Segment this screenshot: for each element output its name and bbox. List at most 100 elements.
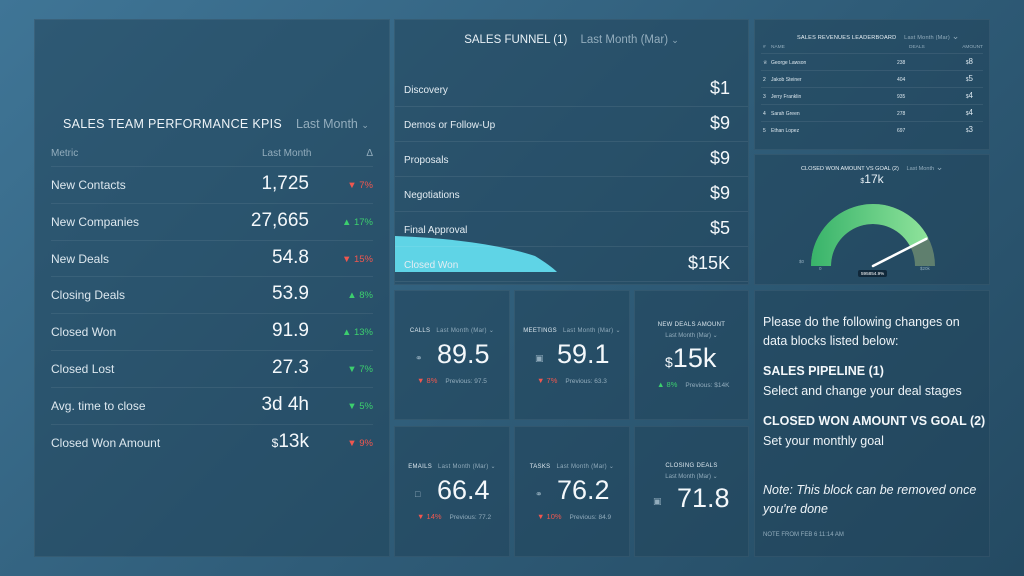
up-arrow-icon: ▲: [341, 327, 352, 339]
leaderboard-row: 2 Jakob Steiner 404 $5: [761, 70, 983, 87]
note-footer: NOTE FROM FEB 6 11:14 AM: [763, 532, 844, 538]
leaderboard-period-dropdown[interactable]: Last Month (Mar) ⌄: [904, 31, 959, 41]
funnel-title: SALES FUNNEL (1): [464, 34, 568, 46]
down-arrow-icon: ▼: [347, 180, 357, 191]
leaderboard-deals: 238: [897, 60, 906, 66]
down-arrow-icon: ▼: [417, 512, 425, 521]
note-item2-text: Set your monthly goal: [763, 434, 884, 448]
kpi-value-text: 13k: [278, 430, 309, 452]
funnel-stage[interactable]: Discovery $1: [395, 72, 748, 107]
note-item1-title: SALES PIPELINE (1): [763, 364, 884, 378]
currency-symbol: $: [965, 77, 969, 83]
sales-funnel-panel: SALES FUNNEL (1) Last Month (Mar) ⌄ Disc…: [394, 19, 749, 285]
leaderboard-deals: 935: [897, 94, 906, 100]
kpi-value-prefix: $: [271, 435, 279, 450]
kpi-value: 54.8: [272, 247, 309, 269]
leaderboard-amount-text: 4: [968, 91, 973, 100]
funnel-stage[interactable]: Final Approval $5: [395, 212, 748, 247]
leaderboard-row: 3 Jerry Franklin 935 $4: [761, 87, 983, 104]
funnel-period-dropdown[interactable]: Last Month (Mar) ⌄: [581, 34, 679, 46]
funnel-stage[interactable]: Demos or Follow-Up $9: [395, 107, 748, 142]
currency-symbol: $: [965, 94, 969, 100]
kpi-period-dropdown[interactable]: Last Month ⌄: [296, 117, 369, 131]
note-item1-text: Select and change your deal stages: [763, 384, 962, 398]
closing-deals-title: CLOSING DEALS: [665, 463, 718, 469]
new-deals-period-label: Last Month (Mar): [665, 333, 711, 339]
calls-previous: Previous: 97.5: [445, 378, 487, 385]
leaderboard-amount-text: 4: [968, 108, 973, 117]
funnel-stage[interactable]: Negotiations $9: [395, 177, 748, 212]
calls-title: CALLS: [409, 328, 431, 334]
meetings-period-dropdown[interactable]: Last Month (Mar) ⌄: [563, 328, 621, 334]
new-deals-period-dropdown[interactable]: Last Month (Mar) ⌄: [635, 332, 748, 339]
leaderboard-header-rank: #: [763, 45, 766, 50]
kpi-delta-text: 8%: [359, 290, 373, 302]
kpi-value: 27.3: [272, 357, 309, 379]
chevron-down-icon: ⌄: [608, 464, 615, 470]
crown-icon: ♕: [763, 60, 768, 66]
kpi-delta: ▲ 8%: [347, 290, 373, 301]
gauge-max-label: $20k: [920, 266, 930, 271]
calls-delta: 8%: [426, 376, 438, 385]
kpi-delta: ▼ 7%: [347, 364, 373, 375]
funnel-period-label: Last Month (Mar): [580, 34, 669, 46]
tasks-delta: 10%: [546, 512, 562, 521]
calls-period-dropdown[interactable]: Last Month (Mar) ⌄: [436, 328, 494, 334]
emails-period-label: Last Month (Mar): [438, 464, 489, 470]
new-deals-delta: 8%: [666, 380, 678, 389]
kpi-row: Avg. time to close 3d 4h ▼ 5%: [51, 386, 373, 424]
kpi-metric: Closing Deals: [51, 288, 126, 303]
closing-deals-period-dropdown[interactable]: Last Month (Mar) ⌄: [635, 473, 748, 480]
tasks-period-dropdown[interactable]: Last Month (Mar) ⌄: [556, 464, 614, 470]
down-arrow-icon: ▼: [341, 253, 352, 265]
up-arrow-icon: ▲: [341, 216, 352, 228]
gauge-fill: [811, 204, 929, 266]
chevron-down-icon: ⌄: [935, 162, 944, 172]
funnel-title-row: SALES FUNNEL (1) Last Month (Mar) ⌄: [395, 34, 748, 46]
kpi-delta: ▼ 7%: [347, 180, 373, 191]
chevron-down-icon: ⌄: [712, 474, 718, 480]
funnel-stage-name: Closed Won: [404, 260, 459, 271]
funnel-stage[interactable]: Closed Won $15K: [395, 247, 748, 282]
meetings-period-label: Last Month (Mar): [562, 328, 614, 334]
emails-period-dropdown[interactable]: Last Month (Mar) ⌄: [438, 464, 496, 470]
down-arrow-icon: ▼: [347, 363, 357, 375]
kpi-delta: ▼ 15%: [342, 254, 373, 265]
gauge-zero-label: 0: [819, 266, 822, 271]
kpi-value-text: 91.9: [272, 320, 309, 342]
leaderboard-amount-text: 8: [968, 57, 973, 66]
kpi-metric: Closed Won: [51, 325, 117, 340]
leaderboard-rank: 5: [763, 128, 766, 134]
gauge-period-dropdown[interactable]: Last Month ⌄: [906, 162, 943, 172]
leaderboard-name: Sarah Green: [771, 111, 800, 117]
up-arrow-icon: ▲: [347, 290, 357, 302]
down-arrow-icon: ▼: [537, 376, 545, 385]
calls-period-label: Last Month (Mar): [436, 328, 487, 334]
kpi-row: Closed Lost 27.3 ▼ 7%: [51, 349, 373, 387]
kpi-delta-text: 9%: [359, 437, 373, 449]
leaderboard-deals: 278: [897, 111, 906, 117]
kpi-header-value: Last Month: [262, 148, 312, 159]
leaderboard-panel: SALES REVENUES LEADERBOARD Last Month (M…: [754, 19, 990, 150]
kpi-delta: ▲ 17%: [342, 217, 373, 228]
gauge-value-prefix: $: [860, 178, 865, 185]
leaderboard-period-label: Last Month (Mar): [904, 35, 950, 41]
funnel-stage[interactable]: Proposals $9: [395, 142, 748, 177]
meetings-tile: MEETINGS Last Month (Mar) ⌄ ▣ 59.1 ▼ 7% Pr…: [514, 290, 630, 420]
kpi-row: New Contacts 1,725 ▼ 7%: [51, 166, 373, 203]
down-arrow-icon: ▼: [347, 437, 357, 449]
funnel-stage-name: Proposals: [404, 155, 449, 166]
kpi-row: New Deals 54.8 ▼ 15%: [51, 239, 373, 277]
funnel-stage-value: $1: [709, 78, 730, 98]
closed-won-gauge-panel: CLOSED WON AMOUNT VS GOAL (2) Last Month…: [754, 154, 990, 285]
leaderboard-rank: 3: [763, 94, 766, 100]
leaderboard-row: ♕ George Lawson 238 $8: [761, 53, 983, 70]
gauge-title: CLOSED WON AMOUNT VS GOAL (2): [801, 166, 899, 172]
chevron-down-icon: ⌄: [951, 31, 960, 41]
new-deals-value: $15k: [665, 343, 716, 374]
leaderboard-header-amount: AMOUNT: [962, 45, 983, 50]
kpi-value: $13k: [272, 431, 309, 453]
tasks-tile: TASKS Last Month (Mar) ⌄ ⚭ 76.2 ▼ 10% Prev…: [514, 426, 630, 557]
tasks-period-label: Last Month (Mar): [556, 464, 607, 470]
kpi-value-text: 3d 4h: [261, 393, 309, 415]
